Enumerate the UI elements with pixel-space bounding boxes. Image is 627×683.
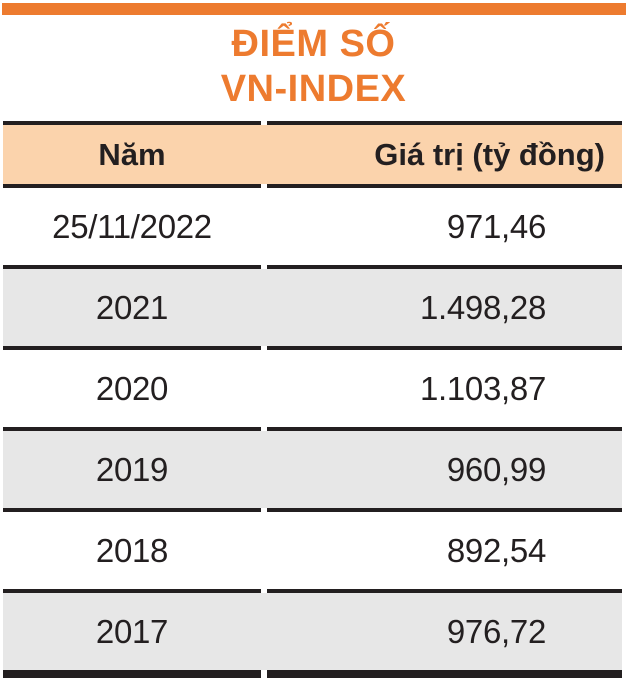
accent-top-bar bbox=[2, 3, 626, 15]
page-title: ĐIỂM SỐ VN-INDEX bbox=[0, 22, 627, 112]
year-cell: 2020 bbox=[95, 369, 169, 407]
year-cell: 2017 bbox=[95, 612, 169, 650]
row-divider bbox=[3, 427, 622, 431]
page-title-line1: ĐIỂM SỐ bbox=[231, 23, 396, 65]
value-cell: 971,46 bbox=[446, 207, 546, 245]
row-divider bbox=[3, 265, 622, 269]
table-row: 2021 1.498,28 bbox=[3, 269, 622, 346]
value-cell: 892,54 bbox=[446, 531, 546, 569]
year-cell: 25/11/2022 bbox=[52, 207, 212, 245]
value-cell: 1.103,87 bbox=[419, 369, 546, 407]
table-row: 2019 960,99 bbox=[3, 431, 622, 508]
year-cell: 2018 bbox=[95, 531, 169, 569]
value-cell: 960,99 bbox=[446, 450, 546, 488]
table-header-row: Năm Giá trị (tỷ đồng) bbox=[3, 125, 622, 184]
table-row: 2018 892,54 bbox=[3, 512, 622, 589]
table-row: 2017 976,72 bbox=[3, 593, 622, 670]
value-cell: 1.498,28 bbox=[419, 288, 546, 326]
row-divider bbox=[3, 589, 622, 593]
column-header-value: Giá trị (tỷ đồng) bbox=[374, 136, 605, 172]
column-header-year: Năm bbox=[98, 136, 166, 172]
value-cell: 976,72 bbox=[446, 612, 546, 650]
vn-index-table: Năm Giá trị (tỷ đồng) 25/11/2022 971,46 … bbox=[3, 121, 622, 678]
table-row: 2020 1.103,87 bbox=[3, 350, 622, 427]
year-cell: 2021 bbox=[95, 288, 169, 326]
row-divider bbox=[3, 508, 622, 512]
row-divider bbox=[3, 346, 622, 350]
table-top-rule bbox=[3, 121, 622, 125]
row-divider bbox=[3, 184, 622, 188]
table-bottom-rule bbox=[3, 670, 622, 678]
table-row: 25/11/2022 971,46 bbox=[3, 188, 622, 265]
page-title-line2: VN-INDEX bbox=[220, 68, 407, 110]
year-cell: 2019 bbox=[95, 450, 169, 488]
